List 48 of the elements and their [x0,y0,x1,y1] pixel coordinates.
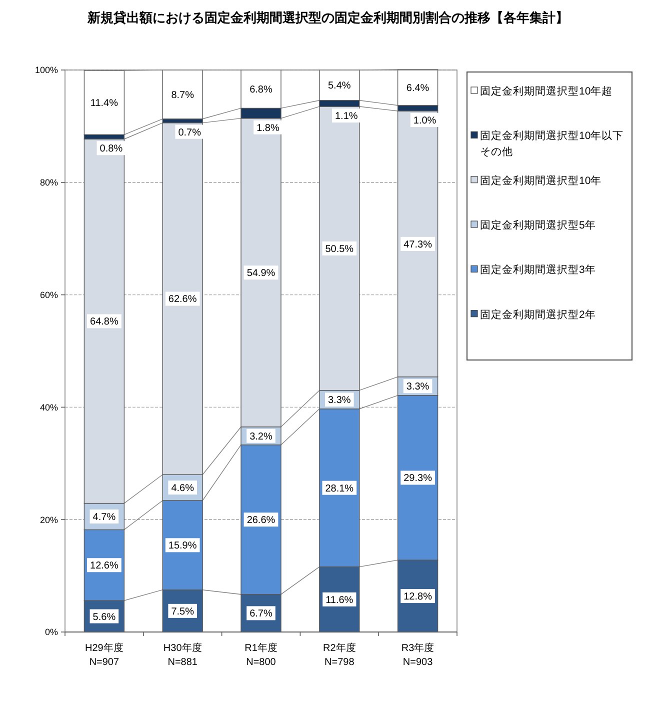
text: 固定金利期間選択型10年超 [480,86,613,98]
y-tick-label: 0% [44,627,58,638]
legend-label: 固定金利期間選択型3年 [480,263,596,276]
data-label: 11.4% [90,98,118,110]
data-label: 11.6% [326,594,354,606]
data-label: 3.3% [406,382,430,393]
data-label: 4.7% [92,512,116,524]
data-label: 5.6% [92,612,116,623]
data-label: 47.3% [404,239,432,250]
data-label: 1.8% [256,122,280,134]
data-label: 54.9% [246,268,276,280]
data-label: 6.4% [406,82,430,94]
x-tick-label: R2年度 N=798 [323,642,356,668]
x-tick-label: R1年度 N=800 [244,642,278,668]
y-tick-label: 40% [40,402,58,412]
legend-label: 固定金利期間選択型5年 [480,218,596,232]
legend-label: 固定金利期間選択型2年 [480,308,596,321]
data-label: 29.3% [404,473,432,484]
y-tick-label: 80% [40,178,58,188]
data-label: 6.7% [250,608,273,620]
x-tick-label: H30年度 N=881 [163,642,202,668]
data-label: 7.5% [171,606,194,618]
data-label: 62.6% [168,294,197,306]
data-label: 0.8% [100,144,123,155]
data-label: 50.5% [325,244,354,255]
data-label: 12.6% [90,560,118,572]
data-label: 8.7% [171,90,194,101]
data-label: 1.0% [413,116,436,127]
data-label: 26.6% [246,515,276,526]
data-label: 64.8% [90,316,118,328]
data-label: 4.6% [171,483,194,494]
y-tick-label: 100% [34,65,58,76]
data-label: 1.1% [335,111,358,122]
data-label: 3.2% [250,431,273,442]
x-tick-label: R3年度 N=903 [401,642,434,668]
legend-label: 固定金利期間選択型10年以下その他 [480,129,624,158]
data-label: 15.9% [168,540,197,552]
chart-title: 新規貸出額における固定金利期間選択型の固定金利期間別割合の推移【各年集計】 [86,10,568,25]
data-label: 0.7% [178,127,202,138]
data-label: 12.8% [404,592,432,603]
y-tick-label: 20% [40,514,58,525]
data-label: 3.3% [328,395,351,406]
data-label: 28.1% [325,483,354,494]
x-tick-label: H29年度 N=907 [85,642,124,668]
legend-label: 固定金利期間選択型10年 [480,174,602,187]
data-label: 5.4% [328,80,351,92]
data-label: 6.8% [250,84,273,96]
y-tick-label: 60% [40,290,58,300]
